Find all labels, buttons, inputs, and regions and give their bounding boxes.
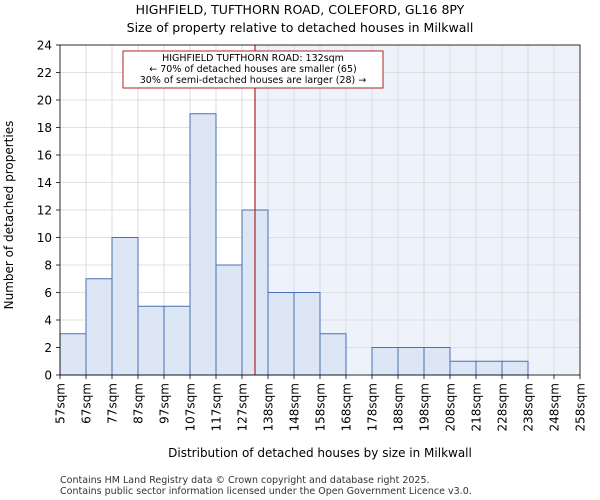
x-tick-label: 228sqm <box>496 383 510 431</box>
x-tick-label: 127sqm <box>236 383 250 431</box>
bar-188sqm <box>397 347 425 376</box>
bar-97sqm <box>163 305 191 376</box>
bar-148sqm <box>293 292 321 376</box>
chart-subtitle: Size of property relative to detached ho… <box>127 20 474 35</box>
x-tick-label: 258sqm <box>574 383 588 431</box>
x-tick-label: 238sqm <box>522 383 536 431</box>
x-tick-label: 67sqm <box>80 383 94 424</box>
y-tick-label: 12 <box>37 204 52 218</box>
bar-208sqm <box>449 360 477 376</box>
plot-area <box>59 44 581 376</box>
bar-87sqm <box>137 305 165 376</box>
footer-licence: Contains public sector information licen… <box>60 486 472 497</box>
annotation-line-2: ← 70% of detached houses are smaller (65… <box>149 64 356 75</box>
y-tick-label: 2 <box>44 341 52 355</box>
y-tick-label: 8 <box>44 259 52 273</box>
y-tick-label: 24 <box>37 39 52 53</box>
bar-57sqm <box>59 333 87 376</box>
bar-117sqm <box>215 264 243 376</box>
bar-218sqm <box>475 360 503 376</box>
annotation-line-3: 30% of semi-detached houses are larger (… <box>140 75 367 86</box>
y-tick-label: 22 <box>37 66 52 80</box>
annotation-border <box>122 50 384 89</box>
bar-198sqm <box>423 347 451 376</box>
y-tick-label: 0 <box>44 369 52 383</box>
x-tick-label: 148sqm <box>288 383 302 431</box>
x-tick-label: 208sqm <box>444 383 458 431</box>
x-tick-label: 188sqm <box>392 383 406 431</box>
bar-158sqm <box>319 333 347 376</box>
x-tick-label: 57sqm <box>54 383 68 424</box>
y-tick-label: 6 <box>44 286 52 300</box>
x-tick-label: 77sqm <box>106 383 120 424</box>
x-tick-label: 107sqm <box>184 383 198 431</box>
y-tick-label: 10 <box>37 231 52 245</box>
annotation-box: HIGHFIELD TUFTHORN ROAD: 132sqm ← 70% of… <box>122 50 384 89</box>
bar-138sqm <box>267 292 295 376</box>
x-tick-label: 117sqm <box>210 383 224 431</box>
x-axis-label: Distribution of detached houses by size … <box>168 446 472 460</box>
x-axis-ticks: 57sqm 67sqm 77sqm 87sqm 97sqm 107sqm 117sqm 127… <box>54 375 588 431</box>
bar-228sqm <box>501 360 529 376</box>
footer-copyright: Contains HM Land Registry data © Crown c… <box>60 475 430 486</box>
x-tick-label: 218sqm <box>470 383 484 431</box>
bar-67sqm <box>85 278 113 376</box>
y-tick-label: 4 <box>44 314 52 328</box>
x-tick-label: 168sqm <box>340 383 354 431</box>
y-tick-label: 14 <box>37 176 52 190</box>
chart-title: HIGHFIELD, TUFTHORN ROAD, COLEFORD, GL16… <box>136 2 465 17</box>
bar-178sqm <box>371 347 399 376</box>
x-tick-label: 178sqm <box>366 383 380 431</box>
x-tick-label: 87sqm <box>132 383 146 424</box>
annotation-line-1: HIGHFIELD TUFTHORN ROAD: 132sqm <box>162 53 344 64</box>
y-axis-label: Number of detached properties <box>2 121 16 310</box>
bar-77sqm <box>111 237 139 376</box>
bars <box>59 113 529 376</box>
y-tick-label: 16 <box>37 149 52 163</box>
x-tick-label: 158sqm <box>314 383 328 431</box>
y-tick-label: 20 <box>37 94 52 108</box>
x-tick-label: 198sqm <box>418 383 432 431</box>
x-tick-label: 97sqm <box>158 383 172 424</box>
y-tick-label: 18 <box>37 121 52 135</box>
x-tick-label: 248sqm <box>548 383 562 431</box>
x-tick-label: 138sqm <box>262 383 276 431</box>
bar-107sqm <box>189 113 217 376</box>
